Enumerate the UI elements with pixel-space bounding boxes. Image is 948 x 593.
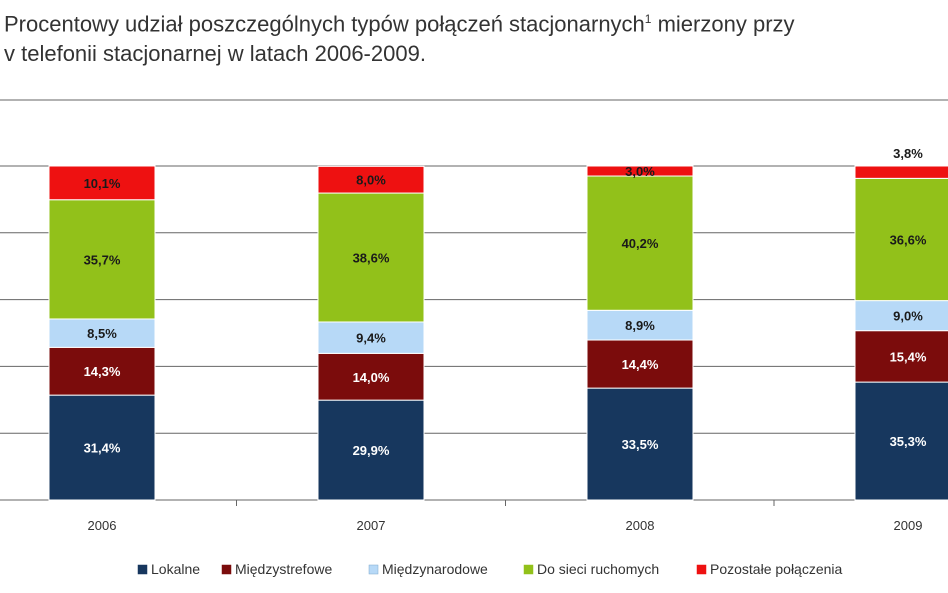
bar-segment-4 [317, 192, 425, 323]
data-label: 8,9% [625, 318, 655, 333]
x-tick-label: 2008 [626, 518, 655, 533]
data-label: 35,3% [890, 434, 927, 449]
data-label: 15,4% [890, 349, 927, 364]
bar-segment-2 [317, 352, 425, 401]
bar-segment-4 [854, 177, 948, 302]
legend-entry: Lokalne [151, 561, 200, 577]
legend-swatch [696, 564, 707, 575]
title-line-2: v telefonii stacjonarnej w latach 2006-2… [4, 41, 426, 67]
bar-segment-3 [854, 300, 948, 332]
legend-swatch [368, 564, 379, 575]
data-label: 14,0% [353, 370, 390, 385]
bar-segment-3 [48, 318, 156, 348]
bar-segment-5 [317, 165, 425, 194]
bar-segment-1 [586, 387, 694, 501]
legend-swatch [137, 564, 148, 575]
data-label: 31,4% [84, 441, 121, 456]
data-label: 36,6% [890, 232, 927, 247]
data-label: 8,5% [87, 326, 117, 341]
data-label: 3,0% [625, 164, 655, 179]
x-tick-label: 2006 [88, 518, 117, 533]
chart-title: Procentowy udział poszczególnych typów p… [0, 4, 948, 74]
data-label: 35,7% [84, 252, 121, 267]
data-label: 3,8% [893, 146, 923, 161]
bar-segment-1 [48, 394, 156, 501]
x-tick-label: 2007 [357, 518, 386, 533]
legend-entry: Międzynarodowe [382, 561, 488, 577]
bar-segment-2 [48, 346, 156, 396]
data-label: 14,3% [84, 364, 121, 379]
bar-segment-4 [586, 175, 694, 311]
bar-segment-2 [854, 330, 948, 383]
data-label: 29,9% [353, 443, 390, 458]
data-label: 8,0% [356, 173, 386, 188]
bar-segment-3 [317, 321, 425, 354]
bar-segment-1 [854, 381, 948, 501]
legend-entry: Do sieci ruchomych [537, 561, 659, 577]
footnote-mark: 1 [644, 12, 652, 26]
data-label: 9,4% [356, 331, 386, 346]
data-label: 10,1% [84, 176, 121, 191]
title-line-1: Procentowy udział poszczególnych typów p… [4, 11, 795, 37]
data-label: 14,4% [622, 357, 659, 372]
legend-entry: Międzystrefowe [235, 561, 332, 577]
legend-swatch [221, 564, 232, 575]
bar-segment-5 [586, 165, 694, 177]
bar-segment-3 [586, 309, 694, 341]
x-tick-label: 2009 [894, 518, 923, 533]
bar-segment-5 [854, 165, 948, 179]
bar-segment-5 [48, 165, 156, 201]
data-label: 38,6% [353, 251, 390, 266]
legend-entry: Pozostałe połączenia [710, 561, 843, 577]
data-label: 9,0% [893, 309, 923, 324]
bar-segment-2 [586, 339, 694, 389]
legend-swatch [523, 564, 534, 575]
bar-segment-4 [48, 199, 156, 320]
data-label: 33,5% [622, 437, 659, 452]
data-label: 40,2% [622, 236, 659, 251]
